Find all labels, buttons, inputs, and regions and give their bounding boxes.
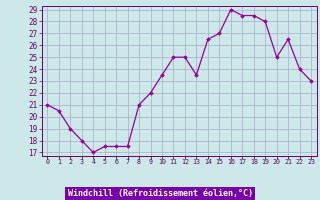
Text: Windchill (Refroidissement éolien,°C): Windchill (Refroidissement éolien,°C) (68, 189, 252, 198)
